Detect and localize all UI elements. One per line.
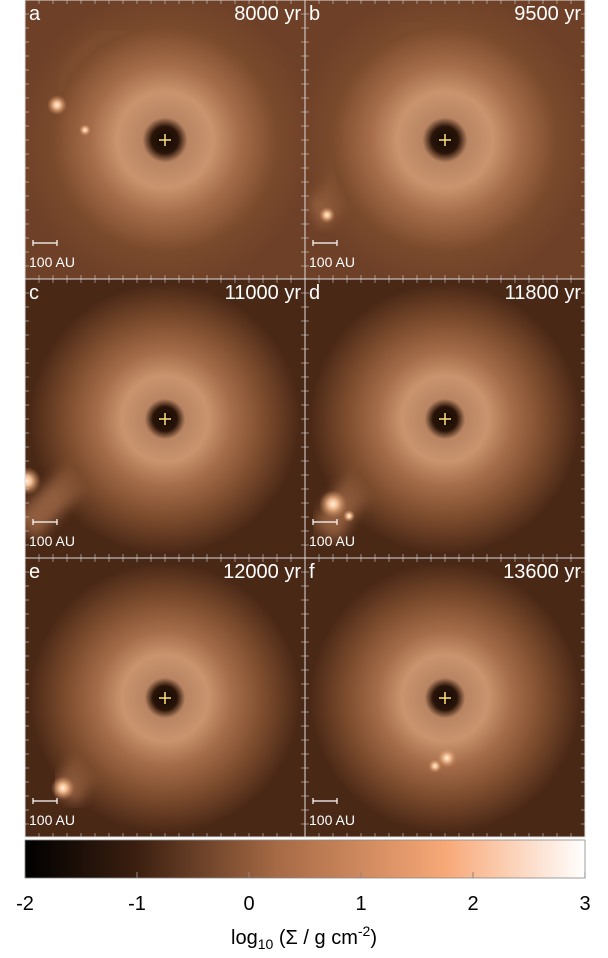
companion <box>25 467 41 495</box>
companion <box>437 748 457 768</box>
label-part: (Σ / g cm <box>273 927 358 949</box>
panel-time: 13600 yr <box>503 561 581 583</box>
colorbar-tick-label: -2 <box>16 893 34 915</box>
companion <box>428 759 442 773</box>
panel: d 11800 yr 100 AU <box>304 278 586 559</box>
panel: a 8000 yr 100 AU <box>24 0 306 280</box>
colorbar-tick-label: 2 <box>467 893 478 915</box>
label-sub: 10 <box>258 936 274 952</box>
panel-frame <box>304 557 586 838</box>
panel-image <box>305 279 585 558</box>
companion <box>51 776 75 800</box>
label-part: log <box>231 927 258 949</box>
panel-image <box>25 0 305 279</box>
colorbar-scale <box>24 839 586 879</box>
colorbar-label: log10 (Σ / g cm-2) <box>231 923 377 952</box>
companion <box>343 510 355 522</box>
colorbar-tick-label: -1 <box>128 893 146 915</box>
star <box>439 692 451 704</box>
panel-image <box>305 0 585 279</box>
panel: c 11000 yr 100 AU <box>24 278 306 559</box>
label-sup: -2 <box>358 923 371 939</box>
scale-bar <box>312 798 338 804</box>
star <box>159 134 171 146</box>
scale-label: 100 AU <box>29 533 75 549</box>
panel-label: e <box>29 561 40 583</box>
panels: a 8000 yr 100 AU b 9500 yr 100 AU c 11000 yr 100… <box>24 0 586 838</box>
panel-time: 11800 yr <box>505 282 582 304</box>
colorbar: -2 -1 0 1 2 3 <box>16 839 591 915</box>
scale-bar <box>32 519 58 525</box>
panel-image <box>25 558 305 837</box>
companion <box>319 207 335 223</box>
scale-label: 100 AU <box>29 812 75 828</box>
scale-label: 100 AU <box>309 533 355 549</box>
star <box>439 134 451 146</box>
panel-label: a <box>29 3 41 25</box>
colorbar-tick-label: 0 <box>243 893 254 915</box>
panel-time: 11000 yr <box>225 282 302 304</box>
star <box>159 692 171 704</box>
scale-bar <box>312 519 338 525</box>
scale-label: 100 AU <box>309 254 355 270</box>
panel-label: f <box>309 561 315 583</box>
panel: f 13600 yr 100 AU <box>304 557 586 838</box>
scale-bar <box>32 798 58 804</box>
colorbar-tick-label: 3 <box>579 893 590 915</box>
companion <box>319 490 347 518</box>
companion <box>79 124 91 136</box>
panel-label: b <box>309 3 320 25</box>
panel-label: c <box>29 282 39 304</box>
star <box>159 413 171 425</box>
colorbar-tick-label: 1 <box>355 893 366 915</box>
scale-bar <box>312 240 338 246</box>
scale-label: 100 AU <box>29 254 75 270</box>
panel-time: 8000 yr <box>234 3 301 25</box>
panel-image <box>305 558 585 837</box>
label-part: ) <box>370 927 377 949</box>
scale-bar <box>32 240 58 246</box>
star <box>439 413 451 425</box>
panel: b 9500 yr 100 AU <box>304 0 586 280</box>
panel-time: 9500 yr <box>514 3 581 25</box>
scale-label: 100 AU <box>309 812 355 828</box>
panel-image <box>25 279 305 558</box>
panel-time: 12000 yr <box>223 561 301 583</box>
panel-label: d <box>309 282 320 304</box>
panel: e 12000 yr 100 AU <box>24 557 306 838</box>
companion <box>47 95 67 115</box>
